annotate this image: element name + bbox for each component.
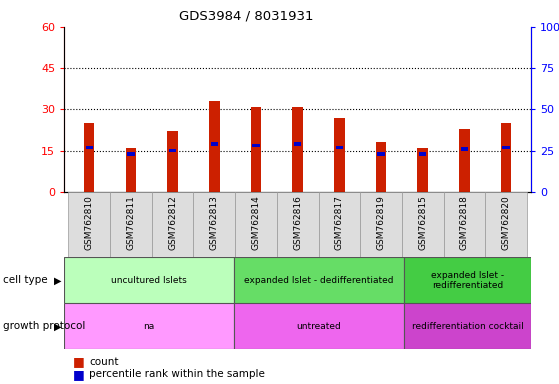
FancyBboxPatch shape bbox=[485, 192, 527, 257]
Bar bbox=[86, 146, 93, 149]
Text: untreated: untreated bbox=[296, 322, 341, 331]
Text: redifferentiation cocktail: redifferentiation cocktail bbox=[411, 322, 523, 331]
Bar bbox=[501, 123, 511, 192]
Text: count: count bbox=[89, 357, 119, 367]
Bar bbox=[336, 146, 343, 149]
Text: ■: ■ bbox=[73, 368, 84, 381]
Bar bbox=[376, 142, 386, 192]
FancyBboxPatch shape bbox=[319, 192, 360, 257]
Text: na: na bbox=[144, 322, 155, 331]
Bar bbox=[294, 142, 301, 146]
Text: GSM762816: GSM762816 bbox=[293, 195, 302, 250]
Bar bbox=[459, 129, 470, 192]
FancyBboxPatch shape bbox=[402, 192, 443, 257]
FancyBboxPatch shape bbox=[110, 192, 152, 257]
Text: expanded Islet - dedifferentiated: expanded Islet - dedifferentiated bbox=[244, 276, 394, 285]
Bar bbox=[127, 152, 135, 156]
Text: GSM762818: GSM762818 bbox=[460, 195, 469, 250]
FancyBboxPatch shape bbox=[360, 192, 402, 257]
FancyBboxPatch shape bbox=[234, 257, 404, 303]
Bar bbox=[419, 152, 427, 156]
Text: GSM762813: GSM762813 bbox=[210, 195, 219, 250]
FancyBboxPatch shape bbox=[404, 303, 531, 349]
FancyBboxPatch shape bbox=[404, 257, 531, 303]
Bar bbox=[126, 148, 136, 192]
Bar bbox=[252, 144, 259, 147]
Bar bbox=[292, 107, 303, 192]
Text: uncultured Islets: uncultured Islets bbox=[111, 276, 187, 285]
FancyBboxPatch shape bbox=[277, 192, 319, 257]
Text: GSM762811: GSM762811 bbox=[126, 195, 135, 250]
Text: GSM762820: GSM762820 bbox=[501, 195, 510, 250]
Bar bbox=[169, 149, 176, 152]
Text: ▶: ▶ bbox=[54, 321, 61, 331]
Bar bbox=[84, 123, 94, 192]
Text: GSM762819: GSM762819 bbox=[377, 195, 386, 250]
Text: GSM762812: GSM762812 bbox=[168, 195, 177, 250]
FancyBboxPatch shape bbox=[68, 192, 110, 257]
Bar bbox=[377, 152, 385, 156]
Bar bbox=[168, 131, 178, 192]
Text: growth protocol: growth protocol bbox=[3, 321, 85, 331]
Text: percentile rank within the sample: percentile rank within the sample bbox=[89, 369, 266, 379]
Bar bbox=[209, 101, 220, 192]
Bar bbox=[503, 146, 510, 149]
FancyBboxPatch shape bbox=[443, 192, 485, 257]
Bar bbox=[418, 148, 428, 192]
Text: GSM762815: GSM762815 bbox=[418, 195, 427, 250]
Text: cell type: cell type bbox=[3, 275, 48, 285]
Text: expanded Islet -
redifferentiated: expanded Islet - redifferentiated bbox=[431, 271, 504, 290]
FancyBboxPatch shape bbox=[234, 303, 404, 349]
Text: ▶: ▶ bbox=[54, 275, 61, 285]
FancyBboxPatch shape bbox=[235, 192, 277, 257]
Text: GDS3984 / 8031931: GDS3984 / 8031931 bbox=[179, 10, 313, 23]
Text: GSM762810: GSM762810 bbox=[85, 195, 94, 250]
FancyBboxPatch shape bbox=[64, 257, 234, 303]
FancyBboxPatch shape bbox=[64, 303, 234, 349]
Bar bbox=[251, 107, 261, 192]
Text: GSM762814: GSM762814 bbox=[252, 195, 260, 250]
FancyBboxPatch shape bbox=[193, 192, 235, 257]
Bar bbox=[334, 118, 344, 192]
Text: GSM762817: GSM762817 bbox=[335, 195, 344, 250]
Text: ■: ■ bbox=[73, 355, 84, 368]
Bar bbox=[461, 147, 468, 151]
Bar bbox=[211, 142, 218, 146]
FancyBboxPatch shape bbox=[152, 192, 193, 257]
